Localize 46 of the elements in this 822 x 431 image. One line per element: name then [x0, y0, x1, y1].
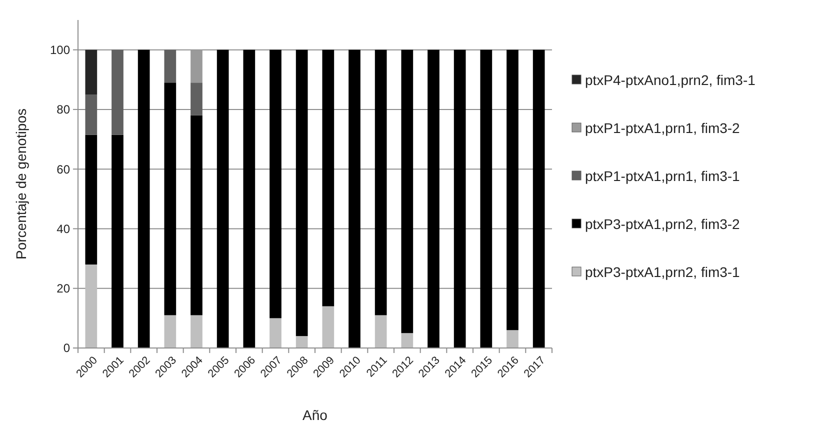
- bar: [85, 94, 98, 135]
- legend-label: ptxP1-ptxA1,prn1, fim3-2: [585, 120, 740, 136]
- bar: [480, 50, 492, 348]
- bar: [506, 50, 518, 330]
- y-tick-label: 80: [56, 102, 70, 117]
- bar: [190, 115, 202, 316]
- y-tick-label: 40: [56, 222, 70, 236]
- bar: [164, 315, 176, 348]
- bar: [190, 315, 202, 348]
- bar: [322, 306, 334, 348]
- bar: [506, 330, 518, 348]
- bar: [85, 50, 98, 95]
- bar: [164, 50, 176, 83]
- legend-label: ptxP3-ptxA1,prn2, fim3-2: [585, 216, 740, 232]
- bar: [270, 318, 282, 348]
- y-tick-label: 60: [56, 162, 70, 176]
- bar: [401, 50, 414, 334]
- y-tick-label: 100: [50, 43, 70, 58]
- bar: [85, 134, 98, 265]
- bar: [296, 50, 308, 336]
- bar: [112, 50, 124, 135]
- bar: [243, 50, 256, 348]
- bar: [190, 82, 202, 116]
- bar: [374, 50, 387, 316]
- bar: [190, 50, 202, 83]
- y-tick-label: 0: [63, 341, 70, 356]
- bar: [112, 134, 124, 348]
- bar: [164, 82, 176, 316]
- bar: [428, 50, 440, 348]
- bar: [322, 50, 334, 306]
- legend-label: ptxP4-ptxAno1,prn2, fim3-1: [585, 72, 756, 88]
- bar: [296, 336, 308, 348]
- bar: [374, 315, 387, 348]
- legend-label: ptxP1-ptxA1,prn1, fim3-1: [585, 168, 740, 184]
- bar: [216, 50, 229, 348]
- bar: [532, 50, 545, 348]
- bar: [454, 50, 466, 348]
- bar: [270, 50, 282, 318]
- y-tick-label: 20: [56, 282, 70, 296]
- bar: [138, 50, 150, 348]
- bar: [85, 264, 98, 348]
- y-axis-title: Porcentaje de genotipos: [13, 108, 29, 260]
- bar: [348, 50, 360, 348]
- legend-label: ptxP3-ptxA1,prn2, fim3-1: [585, 264, 740, 280]
- bar: [401, 333, 414, 348]
- x-axis-title: Año: [302, 407, 328, 423]
